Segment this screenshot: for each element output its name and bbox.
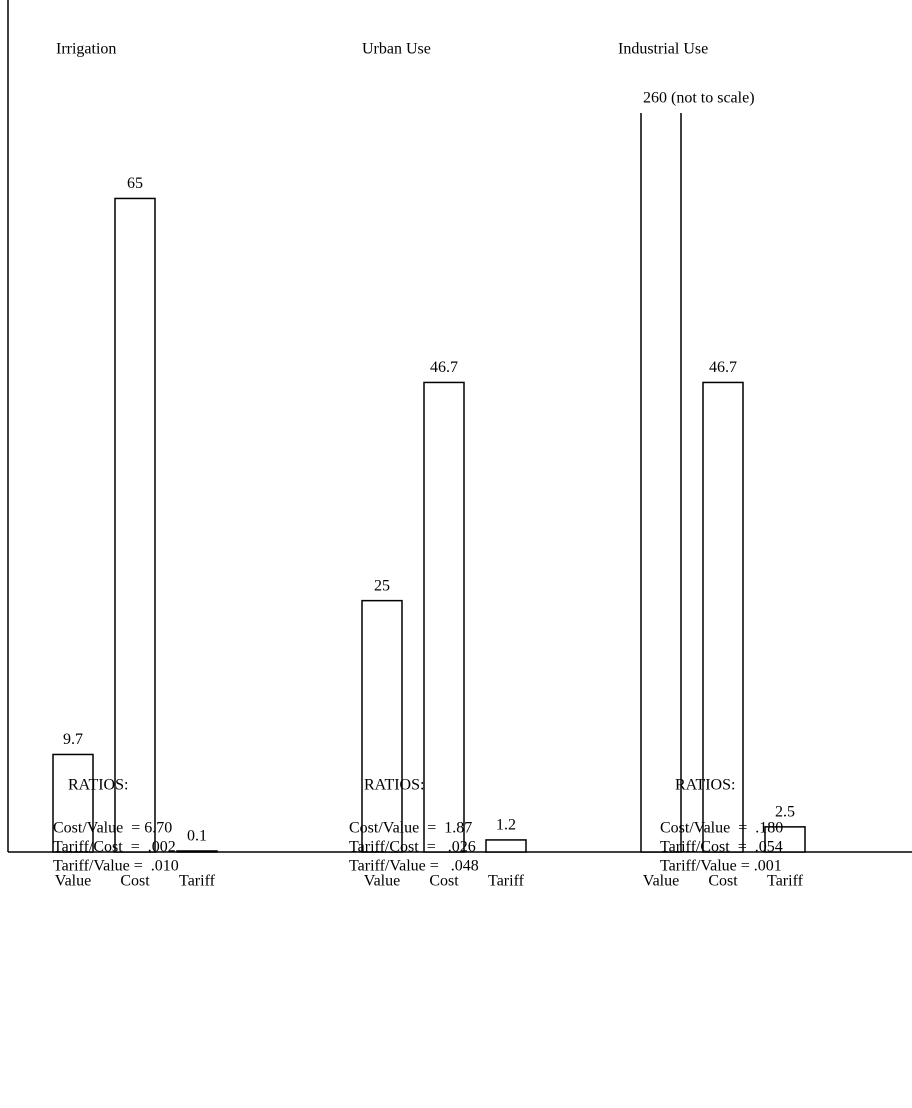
- ratio-line: Tariff/Value = .001: [660, 858, 782, 875]
- bar: [485, 839, 527, 853]
- value-label: 260 (not to scale): [643, 90, 755, 107]
- bars: [52, 113, 806, 853]
- value-label: 65: [127, 175, 143, 192]
- bar: [423, 381, 465, 853]
- value-label: 0.1: [187, 828, 207, 845]
- ratio-line: Tariff/Cost = .026: [349, 839, 476, 856]
- bar: [361, 599, 403, 853]
- ratio-line: Cost/Value = .180: [660, 820, 783, 837]
- ratio-line: Tariff/Value = .048: [349, 858, 479, 875]
- value-label: 2.5: [775, 804, 795, 821]
- bar: [764, 826, 806, 853]
- ratio-line: Cost/Value = 6.70: [53, 820, 172, 837]
- bar: [176, 850, 218, 853]
- value-label: 46.7: [709, 359, 737, 376]
- ratio-line: Cost/Value = 1.87: [349, 820, 472, 837]
- bar: [702, 381, 744, 853]
- bar: [52, 753, 94, 853]
- ratios-title: RATIOS:: [364, 777, 424, 794]
- value-label: 46.7: [430, 359, 458, 376]
- ratio-line: Tariff/Cost = .002: [53, 839, 176, 856]
- x-tick-label: Cost: [120, 873, 150, 890]
- ratio-line: Tariff/Cost = .054: [660, 839, 783, 856]
- group-title: Irrigation: [56, 41, 116, 58]
- x-tick-label: Tariff: [179, 873, 216, 890]
- x-tick-label: Cost: [708, 873, 738, 890]
- ratio-line: Tariff/Value = .010: [53, 858, 179, 875]
- ratios-title: RATIOS:: [675, 777, 735, 794]
- group-title: Industrial Use: [618, 41, 708, 58]
- ratios-title: RATIOS:: [68, 777, 128, 794]
- value-label: 25: [374, 577, 390, 594]
- bar: [640, 113, 682, 853]
- x-tick-label: Value: [643, 873, 679, 890]
- x-tick-label: Cost: [429, 873, 459, 890]
- x-tick-label: Tariff: [767, 873, 804, 890]
- x-tick-label: Tariff: [488, 873, 525, 890]
- value-label: 1.2: [496, 817, 516, 834]
- bar: [114, 197, 156, 853]
- value-label: 9.7: [63, 731, 83, 748]
- x-tick-label: Value: [364, 873, 400, 890]
- x-tick-label: Value: [55, 873, 91, 890]
- group-title: Urban Use: [362, 41, 431, 58]
